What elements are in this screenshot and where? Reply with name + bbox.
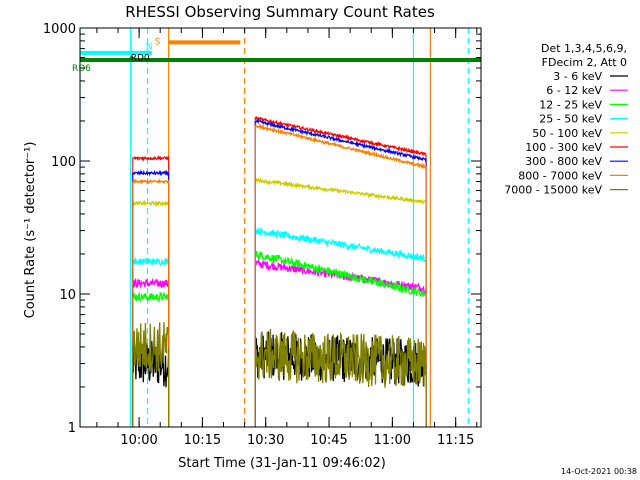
legend-header-0: Det 1,3,4,5,6,9, xyxy=(541,42,627,55)
x-axis-label: Start Time (31-Jan-11 09:46:02) xyxy=(178,456,386,471)
y-tick-label-1: 10 xyxy=(59,288,76,303)
series-line-3-seg1 xyxy=(254,227,427,263)
series-line-6-seg0 xyxy=(132,169,170,178)
flag-label-rd0: RD0 xyxy=(131,53,150,63)
x-tick-label-0: 10:00 xyxy=(120,433,157,448)
x-tick-label-5: 11:15 xyxy=(437,433,474,448)
legend-label-8: 7000 - 15000 keV xyxy=(504,184,602,197)
legend-label-1: 6 - 12 keV xyxy=(546,84,602,97)
legend-label-5: 100 - 300 keV xyxy=(525,141,602,154)
x-tick-label-4: 11:00 xyxy=(374,433,411,448)
series-line-8-seg1 xyxy=(254,328,427,388)
series-line-5-seg1 xyxy=(254,115,427,157)
series-line-3-seg0 xyxy=(132,256,170,266)
flag-label-s: S xyxy=(155,37,161,47)
flag-label-rd6: RD6 xyxy=(72,64,91,74)
series-line-2-seg1 xyxy=(254,250,427,298)
y-axis-label: Count Rate (s⁻¹ detector⁻¹) xyxy=(23,142,38,319)
legend-label-2: 12 - 25 keV xyxy=(539,98,602,111)
series-line-7-seg0 xyxy=(132,178,170,186)
legend-label-6: 300 - 800 keV xyxy=(525,155,602,168)
legend-label-0: 3 - 6 keV xyxy=(553,70,602,83)
series-line-1-seg0 xyxy=(132,277,170,290)
series-line-4-seg1 xyxy=(254,176,427,205)
legend-label-3: 25 - 50 keV xyxy=(539,113,602,126)
x-tick-label-3: 10:45 xyxy=(310,433,347,448)
y-tick-label-3: 1000 xyxy=(43,22,76,37)
legend-label-4: 50 - 100 keV xyxy=(532,127,602,140)
y-tick-label-0: 1 xyxy=(68,421,76,436)
series-line-6-seg1 xyxy=(255,118,427,163)
legend: Det 1,3,4,5,6,9,FDecim 2, Att 03 - 6 keV… xyxy=(504,42,628,197)
plot-frame xyxy=(79,27,482,428)
series-line-2-seg0 xyxy=(132,291,170,303)
series-line-4-seg0 xyxy=(132,199,169,208)
x-tick-label-2: 10:30 xyxy=(247,433,284,448)
series-line-8-seg0 xyxy=(132,322,170,374)
series-line-7-seg1 xyxy=(254,123,427,170)
footer-date: 14-Oct-2021 00:38 xyxy=(561,467,637,476)
legend-header-1: FDecim 2, Att 0 xyxy=(542,56,627,69)
flag-label-n: N xyxy=(146,42,153,52)
legend-label-7: 800 - 7000 keV xyxy=(518,169,602,182)
x-tick-label-1: 10:15 xyxy=(184,433,221,448)
chart-title: RHESSI Observing Summary Count Rates xyxy=(125,3,435,21)
series-8 xyxy=(132,322,427,427)
y-tick-label-2: 100 xyxy=(51,155,76,170)
series-line-5-seg0 xyxy=(132,154,170,162)
